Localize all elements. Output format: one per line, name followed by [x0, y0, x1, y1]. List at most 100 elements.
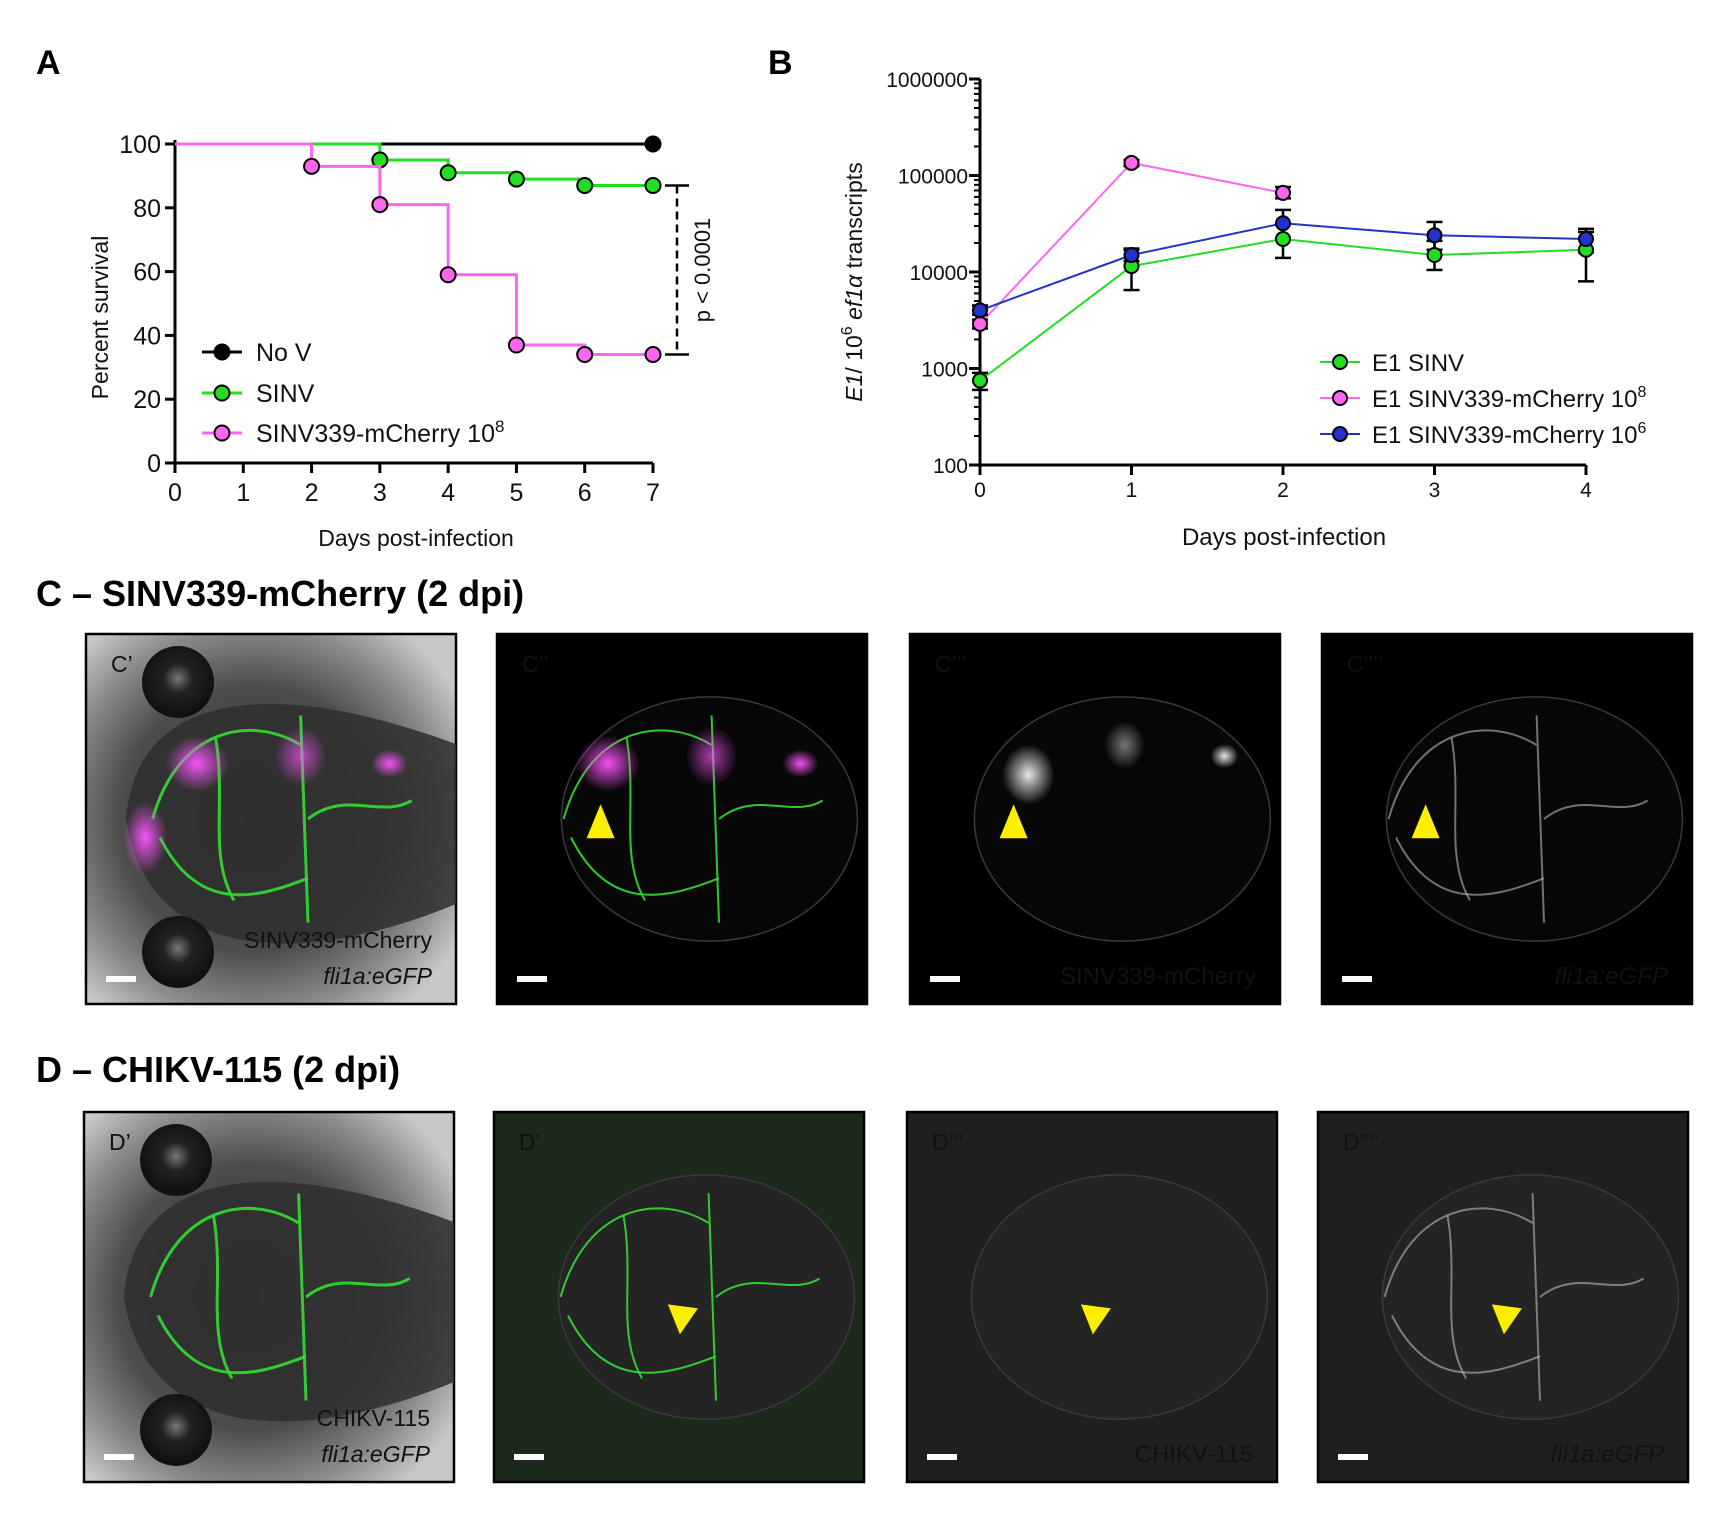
y-axis-label-b-part: ef1	[841, 288, 867, 326]
eye-top	[142, 646, 214, 718]
vessel	[1531, 1193, 1541, 1401]
legend-label-a: SINV	[256, 380, 315, 408]
scale-bar	[927, 1454, 957, 1460]
x-tick-label-a: 3	[373, 479, 387, 507]
vessel	[567, 1315, 717, 1374]
infection-signal	[165, 735, 229, 792]
eye-bottom	[142, 916, 214, 988]
channel-label-virus: SINV339-mCherry	[1060, 963, 1256, 990]
vessel	[305, 1277, 411, 1299]
arrowhead-icon	[1411, 804, 1440, 839]
data-point-a-2	[371, 196, 389, 214]
micrograph-c-2: C’’	[495, 632, 869, 1006]
y-tick-label-a: 80	[133, 195, 161, 223]
legend-marker-a	[213, 384, 231, 402]
channel-label-virus: SINV339-mCherry	[244, 927, 432, 953]
data-point-a-2	[303, 157, 321, 175]
y-tick-label-a: 100	[119, 131, 161, 159]
channel-label-gfp: fli1a:eGFP	[321, 1441, 430, 1467]
data-point-a-2	[644, 346, 662, 364]
y-tick-label-a: 0	[147, 450, 161, 478]
x-tick-label-b: 1	[1126, 479, 1138, 502]
row-title-c: C – SINV339-mCherry (2 dpi)	[36, 573, 524, 614]
legend-label-b: E1 SINV	[1372, 350, 1464, 377]
infection-signal	[371, 749, 408, 778]
infection-signal	[1002, 744, 1055, 805]
legend-label-a: SINV339-mCherry 108	[256, 417, 504, 448]
data-point-a-1	[576, 176, 594, 194]
scale-bar	[514, 1454, 544, 1460]
panel-letter-b: B	[768, 44, 793, 82]
data-point-b-1	[1123, 154, 1140, 171]
data-point-b-2	[1123, 247, 1140, 264]
y-axis-label-b-part: E1	[841, 374, 867, 402]
micrograph-label: D’	[109, 1129, 131, 1155]
scale-bar	[104, 1454, 134, 1460]
y-tick-label-b: 100	[933, 455, 968, 478]
legend-superscript-b: 8	[1637, 384, 1646, 401]
x-tick-label-a: 4	[441, 479, 455, 507]
panel-letter-a: A	[36, 44, 61, 82]
data-point-b-1	[972, 315, 988, 332]
series-line-b-0	[979, 237, 1587, 382]
micrograph-label: C’’’	[935, 651, 966, 677]
vessel	[1543, 799, 1649, 820]
x-tick-label-a: 6	[578, 479, 592, 507]
micrograph-d-3: D’’’ CHIKV-115	[905, 1110, 1279, 1484]
data-point-b-2	[1578, 230, 1594, 247]
y-tick-label-a: 40	[133, 322, 161, 350]
y-tick-label-a: 20	[133, 386, 161, 414]
vessel	[158, 836, 309, 897]
channel-label-virus: CHIKV-115	[1135, 1441, 1253, 1468]
row-title-d: D – CHIKV-115 (2 dpi)	[36, 1049, 400, 1090]
vessel	[1535, 715, 1545, 923]
data-point-a-1	[439, 164, 457, 182]
data-point-b-2	[1426, 227, 1443, 244]
y-tick-label-b: 10000	[910, 262, 968, 285]
legend-label-b: E1 SINV339-mCherry 106	[1372, 420, 1646, 449]
p-value-label: p < 0.0001	[690, 218, 715, 323]
y-axis-label-a: Percent survival	[87, 236, 113, 400]
arrowhead-icon	[586, 804, 615, 839]
data-point-a-0	[644, 135, 662, 153]
x-axis-label-b: Days post-infection	[1182, 524, 1386, 551]
legend-label-b: E1 SINV339-mCherry 108	[1372, 384, 1646, 413]
infection-signal	[123, 801, 168, 874]
micrograph-d-2: D’	[492, 1110, 866, 1484]
x-tick-label-b: 2	[1277, 479, 1289, 502]
channel-label-gfp: fli1a:eGFP	[1555, 963, 1668, 990]
data-point-a-2	[439, 266, 457, 284]
data-point-a-1	[507, 170, 525, 188]
infection-signal	[274, 726, 327, 787]
vessel	[559, 1207, 710, 1298]
legend-marker-a	[213, 343, 231, 361]
data-point-b-0	[1275, 230, 1291, 247]
y-axis-label-b: E1/ 106 ef1α transcripts	[839, 162, 867, 401]
image-row-c: C’ SINV339-mCherry fli1a:eGFP C’’ C’’’ SINV33…	[84, 632, 1694, 1006]
fish-outline	[1381, 1174, 1680, 1420]
series-line-b-1	[979, 161, 1284, 325]
y-tick-label-b: 1000	[921, 359, 968, 382]
scale-bar	[106, 976, 136, 982]
vessel	[297, 1193, 308, 1401]
x-tick-label-b: 4	[1580, 479, 1592, 502]
micrograph-label: C’	[111, 651, 133, 677]
vessel	[1446, 1215, 1467, 1379]
y-axis-label-b-part: transcripts	[841, 162, 867, 274]
x-tick-label-b: 0	[974, 479, 986, 502]
infection-signal	[1210, 744, 1239, 769]
channel-label-gfp: fli1a:eGFP	[323, 963, 432, 989]
x-tick-label-a: 7	[646, 479, 660, 507]
fish-head-shape	[124, 1182, 454, 1422]
data-point-b-2	[1275, 215, 1291, 232]
arrowhead-icon	[1080, 1304, 1111, 1335]
y-axis-label-b-part: 6	[839, 326, 856, 335]
legend-label-a: No V	[256, 339, 312, 367]
micrograph-label: D’	[519, 1129, 541, 1155]
y-tick-label-a: 60	[133, 259, 161, 287]
data-point-b-2	[972, 302, 988, 319]
x-tick-label-a: 1	[236, 479, 250, 507]
vessel	[1539, 1277, 1645, 1298]
